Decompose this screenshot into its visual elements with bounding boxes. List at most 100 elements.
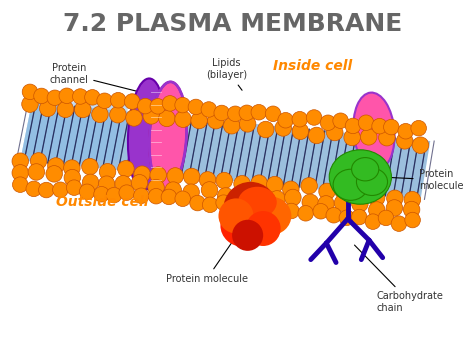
Circle shape [22,84,38,100]
Circle shape [53,182,68,197]
Circle shape [345,118,361,134]
Circle shape [239,116,256,132]
Ellipse shape [223,182,278,236]
Circle shape [97,93,112,109]
Circle shape [269,191,285,207]
Circle shape [257,121,274,138]
Circle shape [183,184,200,201]
Circle shape [59,88,74,104]
Ellipse shape [333,169,368,200]
Circle shape [131,175,148,191]
Circle shape [378,210,394,226]
Circle shape [91,106,108,122]
Circle shape [271,200,286,215]
Circle shape [320,115,336,131]
Circle shape [47,90,63,105]
Circle shape [124,94,140,109]
Ellipse shape [238,187,277,218]
Circle shape [109,106,126,123]
Circle shape [200,171,216,188]
Circle shape [327,124,343,141]
Circle shape [175,111,191,127]
Circle shape [12,177,28,192]
Circle shape [265,106,281,121]
Circle shape [94,186,109,202]
Circle shape [351,209,367,225]
Circle shape [216,195,231,211]
Circle shape [284,189,301,206]
Circle shape [119,185,135,200]
Circle shape [148,179,164,196]
Circle shape [275,120,292,136]
Circle shape [175,191,191,207]
Circle shape [386,200,403,216]
Ellipse shape [220,204,267,247]
Circle shape [301,178,318,194]
Circle shape [73,89,88,104]
Circle shape [223,118,240,134]
Circle shape [253,187,270,203]
Circle shape [396,132,413,149]
Circle shape [344,129,360,146]
Circle shape [99,164,116,180]
Circle shape [318,196,334,212]
Circle shape [244,200,260,215]
Circle shape [313,203,328,219]
Circle shape [165,182,182,198]
Circle shape [412,137,429,153]
Text: 7.2 PLASMA MEMBRANE: 7.2 PLASMA MEMBRANE [64,12,403,37]
Circle shape [190,195,205,211]
Circle shape [202,197,218,213]
Circle shape [85,89,100,105]
Circle shape [372,119,387,134]
Circle shape [110,92,126,108]
Circle shape [28,164,45,180]
Circle shape [234,175,250,192]
Text: Protein
molecule: Protein molecule [383,169,463,191]
Circle shape [159,110,175,127]
Circle shape [333,113,348,129]
Circle shape [57,101,73,118]
Circle shape [326,207,341,223]
Circle shape [218,188,234,204]
Circle shape [405,212,420,228]
Circle shape [22,96,38,113]
Circle shape [46,165,63,182]
Circle shape [308,127,325,144]
Circle shape [39,100,56,117]
Circle shape [319,183,335,200]
Circle shape [214,105,229,121]
Circle shape [175,97,191,113]
Polygon shape [20,102,129,160]
Circle shape [387,190,403,207]
Circle shape [143,108,160,124]
Circle shape [335,182,351,199]
Circle shape [278,113,293,128]
Polygon shape [20,102,129,160]
Circle shape [47,158,64,174]
Circle shape [201,102,217,117]
Circle shape [183,168,200,185]
Text: Protein
channel: Protein channel [49,63,151,95]
Ellipse shape [219,198,254,233]
Circle shape [208,113,224,129]
Text: Inside cell: Inside cell [273,59,352,73]
Circle shape [134,166,150,182]
Circle shape [126,110,142,126]
Circle shape [150,99,165,114]
Circle shape [398,124,413,139]
Circle shape [228,106,243,121]
Text: Protein molecule: Protein molecule [166,213,252,284]
Circle shape [334,195,351,211]
Polygon shape [20,102,430,200]
Circle shape [383,119,399,135]
Circle shape [292,111,308,127]
Circle shape [34,88,49,104]
Circle shape [191,112,207,129]
Circle shape [360,129,377,145]
Circle shape [351,187,368,204]
Circle shape [404,191,420,208]
Circle shape [137,98,153,114]
Circle shape [64,169,81,186]
Circle shape [118,160,134,177]
